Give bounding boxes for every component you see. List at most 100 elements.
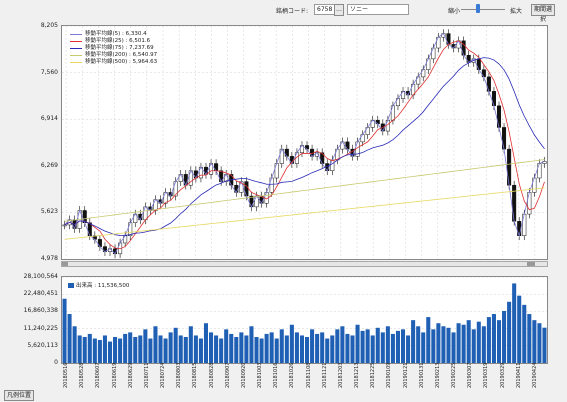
volume-bar	[92, 338, 97, 363]
x-axis-tick: 20181213	[354, 362, 360, 388]
volume-bar	[421, 332, 426, 363]
legend-position-button[interactable]: 凡例位置	[4, 390, 34, 401]
volume-bar	[431, 329, 436, 363]
volume-bar	[178, 335, 183, 363]
x-axis-tick: 20180619	[111, 362, 118, 388]
legend-swatch	[70, 40, 82, 43]
candle	[279, 144, 284, 168]
volume-bar	[335, 329, 340, 363]
legend-label: 移動平均線(5) : 6,330.4	[85, 31, 147, 37]
legend-swatch	[70, 33, 82, 36]
zoom-slider-track[interactable]	[461, 9, 505, 10]
candle	[370, 115, 375, 132]
candle	[188, 166, 193, 190]
candle	[542, 157, 547, 168]
x-axis-tick: 20190131	[418, 362, 425, 388]
volume-bar	[148, 338, 153, 363]
price-axis-tick: 8,205	[40, 22, 58, 29]
volume-bar	[380, 332, 385, 363]
volume-bar	[400, 329, 406, 363]
volume-bar	[507, 301, 512, 363]
volume-bar	[481, 326, 486, 363]
period-select-button[interactable]: 期間選択	[531, 4, 555, 23]
volume-bar	[406, 335, 411, 363]
x-axis-tick: 20181026	[289, 362, 296, 388]
candle	[249, 191, 254, 212]
volume-bar	[345, 333, 350, 363]
volume-bar	[97, 340, 102, 363]
volume-bar	[259, 338, 264, 363]
volume-bar	[330, 335, 335, 363]
candle	[436, 32, 441, 53]
volume-bar	[234, 336, 239, 363]
candle	[340, 137, 345, 154]
volume-bar	[203, 323, 209, 363]
candle	[481, 65, 486, 82]
volume-bar	[183, 336, 188, 363]
scroll-right-handle[interactable]	[527, 262, 535, 266]
volume-bar	[365, 329, 370, 363]
candle	[239, 177, 244, 197]
volume-bar	[310, 329, 315, 363]
code-search-button[interactable]: …	[334, 4, 344, 16]
legend-swatch	[70, 54, 82, 57]
legend-entry: 移動平均線(75) : 7,237.69	[70, 45, 157, 52]
name-field: ソニー	[347, 4, 409, 15]
volume-bar	[229, 333, 234, 363]
legend-entry: 移動平均線(25) : 6,501.6	[70, 38, 157, 45]
volume-bar	[461, 324, 466, 363]
chart-scrollbar[interactable]	[61, 261, 548, 267]
candle	[62, 220, 67, 230]
legend-entry: 移動平均線(500) : 5,964.63	[70, 59, 157, 66]
volume-bar	[72, 326, 77, 363]
x-axis-tick: 20180815	[192, 362, 199, 388]
volume-bar	[254, 336, 259, 363]
x-axis-tick: 20180907	[224, 362, 231, 388]
volume-axis-tick: 16,860,338	[23, 307, 58, 315]
volume-bar	[522, 304, 527, 363]
candle	[203, 162, 209, 179]
legend-swatch	[70, 61, 82, 64]
volume-chart[interactable]	[61, 276, 548, 364]
zoom-slider-thumb[interactable]	[476, 4, 481, 13]
scroll-left-handle[interactable]	[62, 262, 68, 266]
candle	[400, 87, 406, 103]
volume-bar	[299, 335, 304, 363]
volume-bar	[305, 336, 310, 363]
volume-bar	[128, 332, 133, 363]
volume-bar	[82, 336, 87, 363]
volume-bar	[395, 330, 400, 363]
legend-label: 移動平均線(500) : 5,964.63	[85, 59, 158, 65]
x-axis-tick: 20190213	[434, 362, 441, 388]
ma-line	[64, 40, 545, 250]
volume-bar	[219, 338, 224, 363]
enlarge-label: 拡大	[510, 8, 523, 15]
volume-bar	[370, 335, 375, 363]
candle	[153, 195, 158, 215]
volume-bar	[239, 332, 244, 363]
volume-bar	[198, 338, 203, 363]
volume-bar	[153, 326, 158, 363]
volume-bar	[87, 333, 92, 363]
code-input[interactable]: 6758	[314, 4, 336, 15]
legend-label: 移動平均線(200) : 6,540.97	[85, 52, 158, 58]
candle	[82, 206, 87, 228]
volume-bar	[264, 333, 269, 363]
volume-bar	[527, 314, 532, 363]
candle	[92, 231, 97, 244]
volume-bar	[320, 332, 325, 363]
price-axis-tick: 7,560	[40, 68, 58, 76]
volume-legend: 出来高 : 11,536,500	[68, 281, 130, 289]
volume-bar	[532, 320, 537, 363]
volume-bar	[274, 338, 279, 363]
volume-bar	[466, 320, 471, 363]
ma-line	[64, 187, 545, 240]
volume-bar	[441, 326, 446, 363]
candle	[330, 155, 335, 176]
legend-swatch	[70, 47, 82, 50]
volume-bar	[249, 326, 254, 363]
x-axis-tick: 20180920	[240, 362, 247, 388]
candle	[466, 50, 471, 67]
x-axis-tick: 20190109	[386, 362, 393, 388]
x-axis-tick: 20181016	[273, 362, 280, 388]
